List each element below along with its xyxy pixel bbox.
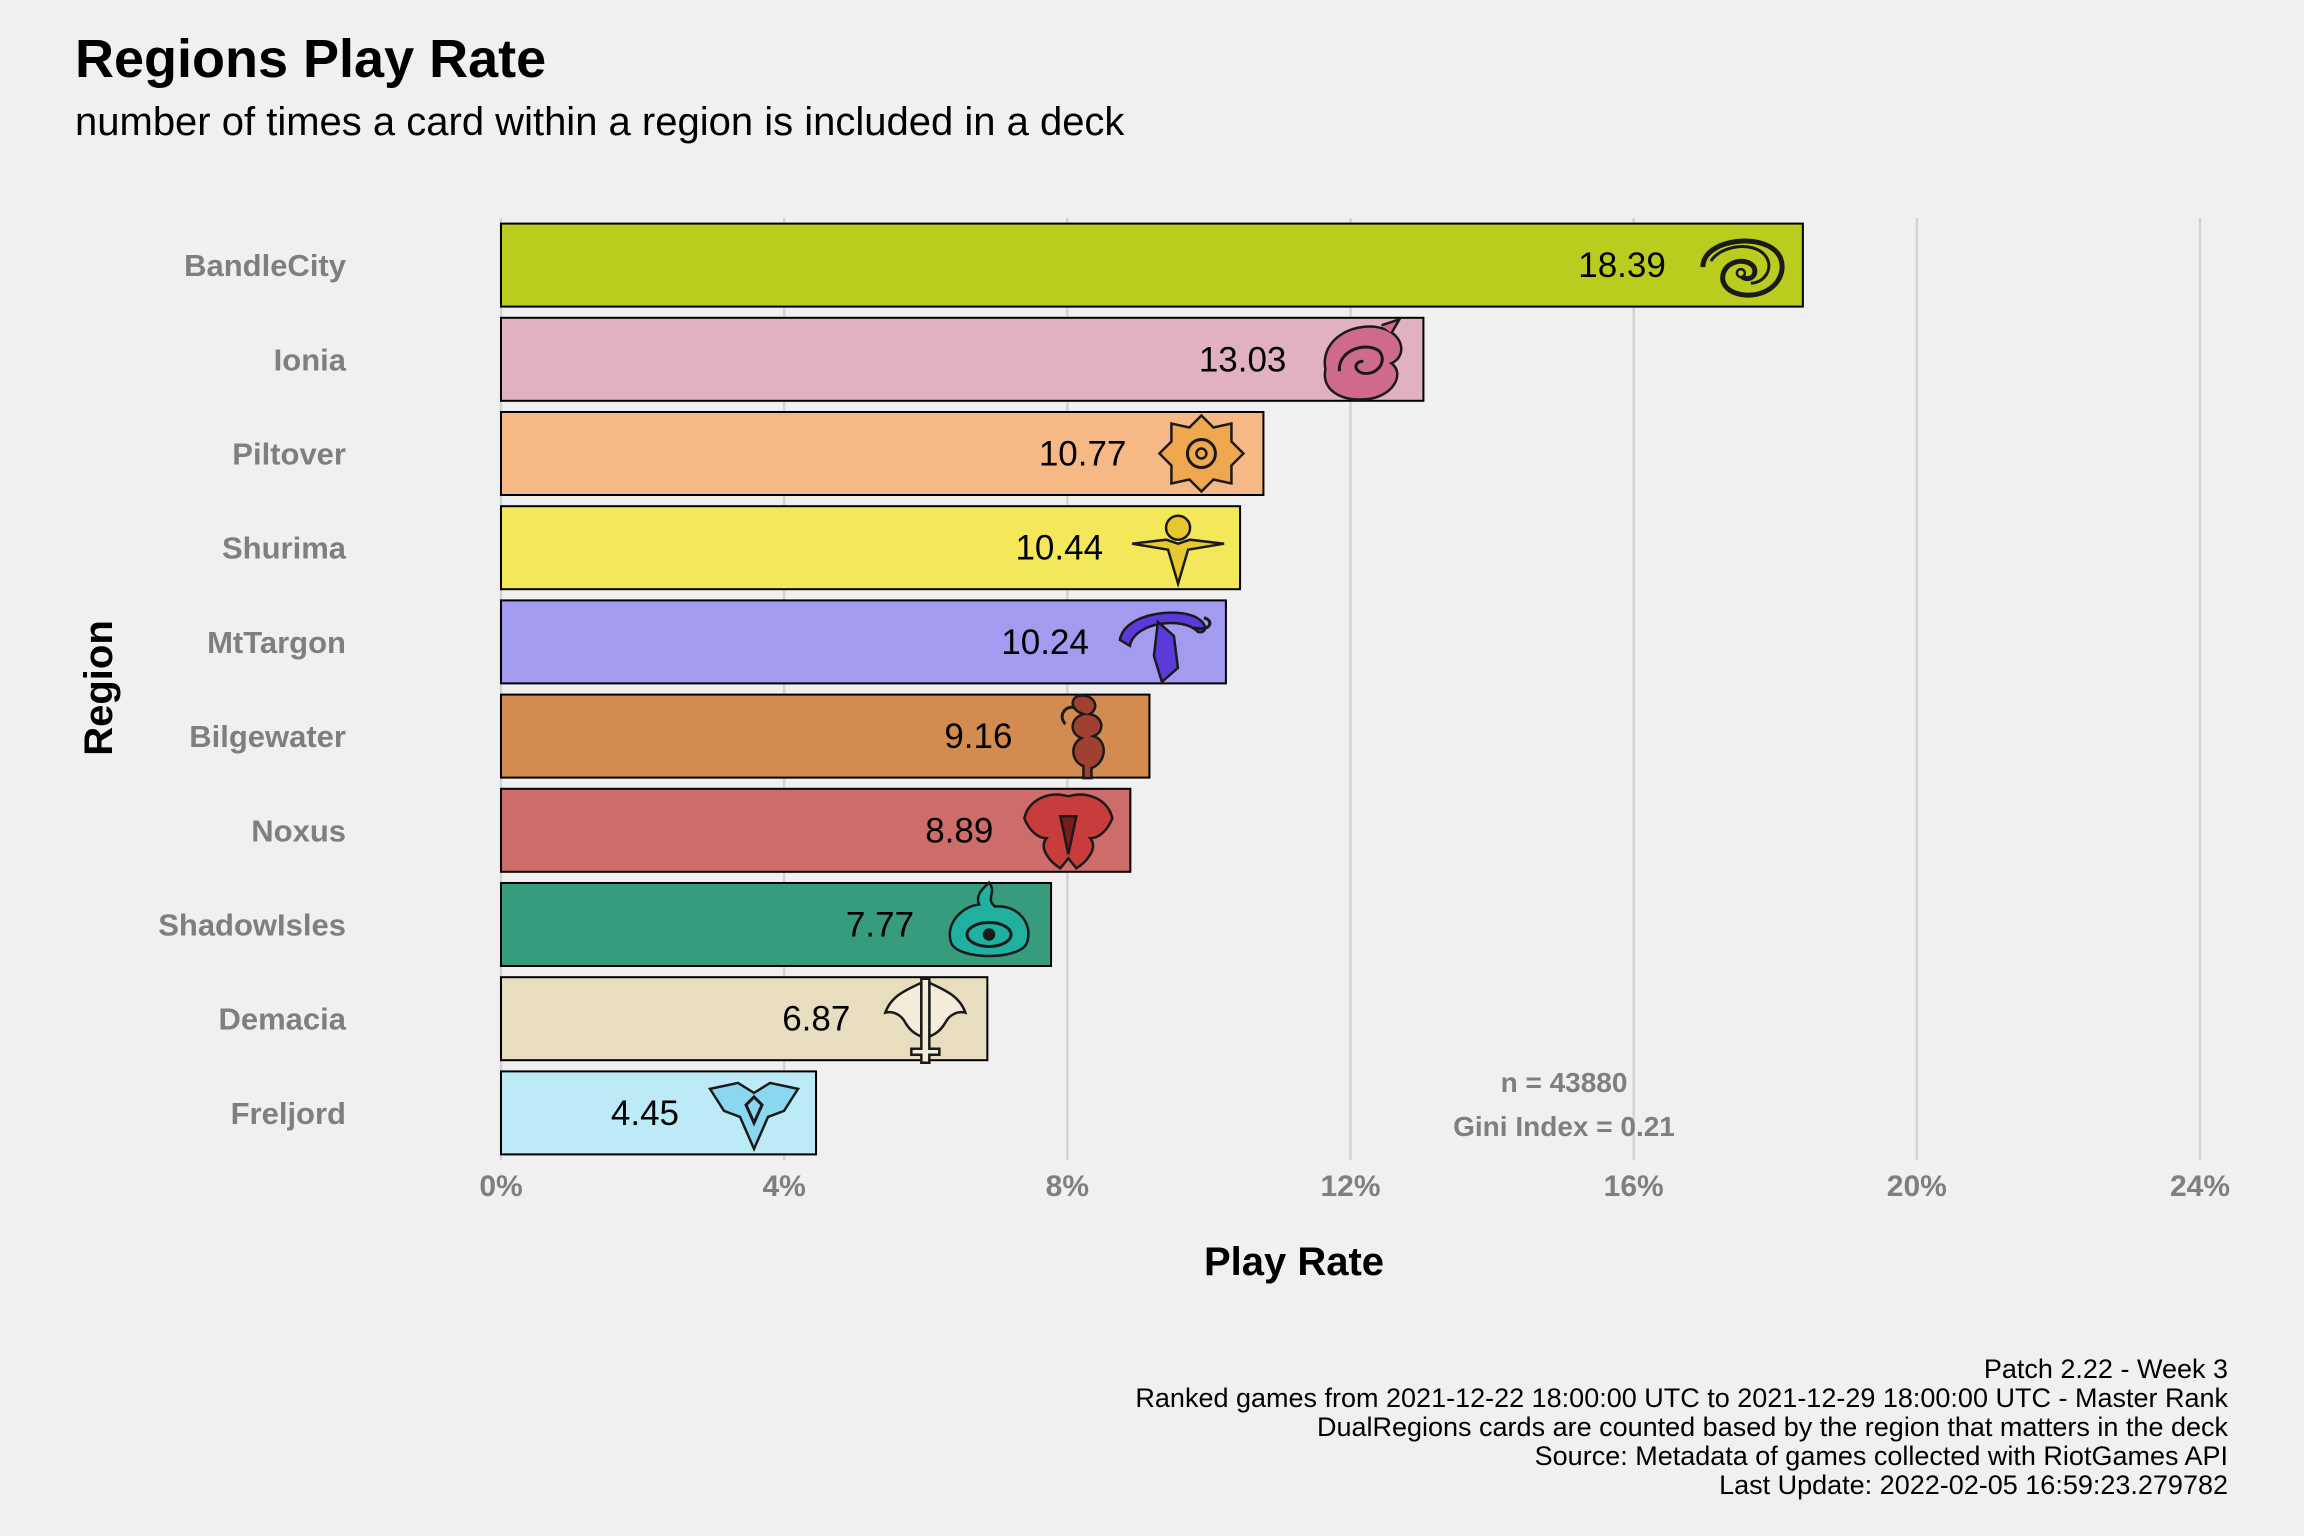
x-tick-label: 12%	[1320, 1170, 1380, 1203]
x-tick-label: 8%	[1046, 1170, 1089, 1203]
x-tick-label: 20%	[1887, 1170, 1947, 1203]
bar	[500, 316, 1425, 402]
shadowisles-emblem-icon	[948, 880, 1030, 958]
bars: 18.39 13.03 10.77 10.44 10.24 9.16 8.89 7.77 6.8…	[500, 222, 1804, 1156]
bar-value-label: 8.89	[925, 811, 993, 850]
chart-caption: Patch 2.22 - Week 3 Ranked games from 20…	[1135, 1355, 2228, 1500]
bar-value-label: 10.77	[1039, 435, 1127, 474]
shurima-emblem-icon	[1131, 514, 1225, 589]
x-tick-label: 16%	[1604, 1170, 1664, 1203]
bar-value-label: 6.87	[782, 1000, 850, 1039]
bar-value-label: 4.45	[611, 1094, 679, 1133]
bar-value-label: 9.16	[944, 717, 1012, 756]
y-tick-label: BandleCity	[184, 248, 347, 283]
bar	[500, 505, 1242, 591]
y-tick-label: Piltover	[232, 437, 346, 472]
y-tick-label: Bilgewater	[189, 719, 346, 754]
annotations: n = 43880 Gini Index = 0.21	[1453, 1067, 1675, 1142]
freljord-emblem-icon	[708, 1081, 801, 1153]
bar-group-demacia: 6.87	[500, 976, 989, 1064]
caption-line: DualRegions cards are counted based by t…	[1316, 1412, 2228, 1442]
caption-line: Patch 2.22 - Week 3	[1983, 1354, 2228, 1384]
bar-value-label: 13.03	[1199, 340, 1287, 379]
bar-group-shurima: 10.44	[500, 505, 1242, 591]
x-axis-tick-labels: 0% 4% 8% 12% 16% 20% 24%	[479, 1170, 2230, 1203]
bar-group-freljord: 4.45	[500, 1070, 818, 1156]
y-tick-label: MtTargon	[207, 625, 346, 660]
bar-group-noxus: 8.89	[500, 787, 1132, 873]
bar-group-piltover: 10.77	[500, 411, 1265, 496]
bar-group-bilgewater: 9.16	[500, 693, 1151, 780]
y-tick-label: Shurima	[222, 531, 347, 566]
x-tick-label: 4%	[762, 1170, 805, 1203]
bar	[500, 599, 1227, 685]
noxus-emblem-icon	[1023, 793, 1114, 870]
annotation-text: n = 43880	[1501, 1067, 1628, 1098]
y-tick-label: Freljord	[231, 1096, 346, 1131]
y-tick-label: Ionia	[274, 342, 347, 377]
bar-value-label: 10.24	[1001, 623, 1089, 662]
bar	[500, 693, 1151, 779]
bar-value-label: 18.39	[1578, 246, 1666, 285]
caption-line: Last Update: 2022-02-05 16:59:23.279782	[1719, 1470, 2228, 1500]
y-axis-tick-labels: BandleCity Ionia Piltover Shurima MtTargon Bi…	[158, 248, 347, 1131]
bar-value-label: 7.77	[846, 906, 914, 945]
chart-subtitle: number of times a card within a region i…	[75, 100, 1125, 144]
x-tick-label: 24%	[2170, 1170, 2230, 1203]
ionia-emblem-icon	[1323, 317, 1403, 401]
bandlecity-emblem-icon	[1700, 238, 1785, 298]
y-tick-label: Demacia	[218, 1002, 346, 1037]
x-tick-label: 0%	[479, 1170, 522, 1203]
bar	[500, 222, 1804, 308]
bar	[500, 411, 1265, 496]
bar-group-bandlecity: 18.39	[500, 222, 1804, 308]
annotation-text: Gini Index = 0.21	[1453, 1111, 1675, 1142]
bar-group-mttargon: 10.24	[500, 599, 1227, 685]
piltover-emblem-icon	[1157, 413, 1246, 494]
bar	[500, 787, 1132, 873]
y-axis-title: Region	[77, 620, 121, 756]
demacia-emblem-icon	[883, 977, 968, 1064]
caption-line: Source: Metadata of games collected with…	[1534, 1441, 2228, 1471]
y-tick-label: ShadowIsles	[158, 908, 346, 943]
y-tick-label: Noxus	[251, 813, 346, 848]
bilgewater-emblem-icon	[1060, 694, 1105, 780]
caption-line: Ranked games from 2021-12-22 18:00:00 UT…	[1135, 1383, 2228, 1413]
chart-title: Regions Play Rate	[75, 29, 547, 89]
x-axis-title: Play Rate	[1204, 1240, 1384, 1284]
bar-value-label: 10.44	[1015, 529, 1103, 568]
bar-group-shadowisles: 7.77	[500, 880, 1053, 967]
mttargon-emblem-icon	[1118, 611, 1212, 685]
bar-group-ionia: 13.03	[500, 316, 1425, 402]
